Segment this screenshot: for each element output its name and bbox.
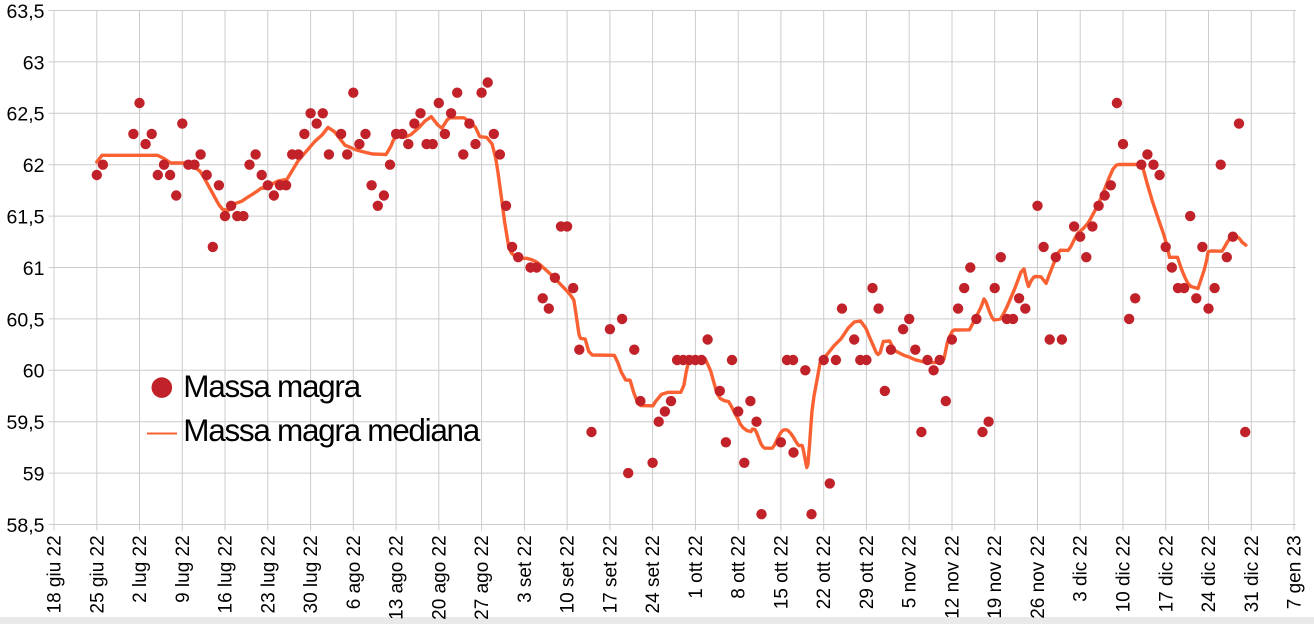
svg-text:59,5: 59,5 [7, 412, 45, 434]
svg-text:25 giu 22: 25 giu 22 [87, 535, 108, 613]
svg-text:23 lug 22: 23 lug 22 [258, 535, 279, 613]
svg-text:24 dic 22: 24 dic 22 [1199, 535, 1220, 612]
svg-text:20 ago 22: 20 ago 22 [429, 535, 450, 620]
svg-text:63,5: 63,5 [7, 1, 45, 23]
svg-text:61,5: 61,5 [7, 207, 45, 229]
svg-text:19 nov 22: 19 nov 22 [985, 535, 1006, 618]
svg-text:60: 60 [23, 361, 45, 383]
svg-text:1 ott 22: 1 ott 22 [686, 535, 707, 598]
svg-text:30 lug 22: 30 lug 22 [301, 535, 322, 613]
svg-text:22 ott 22: 22 ott 22 [814, 535, 835, 609]
svg-text:62: 62 [23, 155, 45, 177]
svg-text:63: 63 [23, 52, 45, 74]
svg-text:24 set 22: 24 set 22 [643, 535, 664, 613]
svg-text:2 lug 22: 2 lug 22 [130, 535, 151, 603]
svg-text:8 ott 22: 8 ott 22 [729, 535, 750, 598]
svg-text:17 set 22: 17 set 22 [600, 535, 621, 613]
svg-text:15 ott 22: 15 ott 22 [771, 535, 792, 609]
svg-text:31 dic 22: 31 dic 22 [1242, 535, 1263, 612]
svg-text:Massa magra mediana: Massa magra mediana [183, 412, 480, 448]
svg-text:62,5: 62,5 [7, 104, 45, 126]
svg-text:29 ott 22: 29 ott 22 [857, 535, 878, 609]
svg-text:13 ago 22: 13 ago 22 [387, 535, 408, 620]
svg-text:5 nov 22: 5 nov 22 [900, 535, 921, 608]
svg-text:Massa magra: Massa magra [183, 368, 361, 404]
svg-text:6 ago 22: 6 ago 22 [344, 535, 365, 609]
svg-text:7 gen 23: 7 gen 23 [1285, 535, 1306, 609]
svg-text:59: 59 [23, 464, 45, 486]
svg-text:60,5: 60,5 [7, 309, 45, 331]
svg-text:16 lug 22: 16 lug 22 [216, 535, 237, 613]
svg-text:9 lug 22: 9 lug 22 [173, 535, 194, 603]
svg-text:18 giu 22: 18 giu 22 [45, 535, 66, 613]
svg-text:10 set 22: 10 set 22 [558, 535, 579, 613]
svg-text:58,5: 58,5 [7, 515, 45, 537]
svg-text:3 set 22: 3 set 22 [515, 535, 536, 603]
svg-text:10 dic 22: 10 dic 22 [1114, 535, 1135, 612]
svg-text:17 dic 22: 17 dic 22 [1156, 535, 1177, 612]
svg-text:26 nov 22: 26 nov 22 [1028, 535, 1049, 618]
svg-text:12 nov 22: 12 nov 22 [943, 535, 964, 618]
svg-text:61: 61 [23, 258, 45, 280]
svg-text:3 dic 22: 3 dic 22 [1071, 535, 1092, 602]
svg-text:27 ago 22: 27 ago 22 [472, 535, 493, 620]
